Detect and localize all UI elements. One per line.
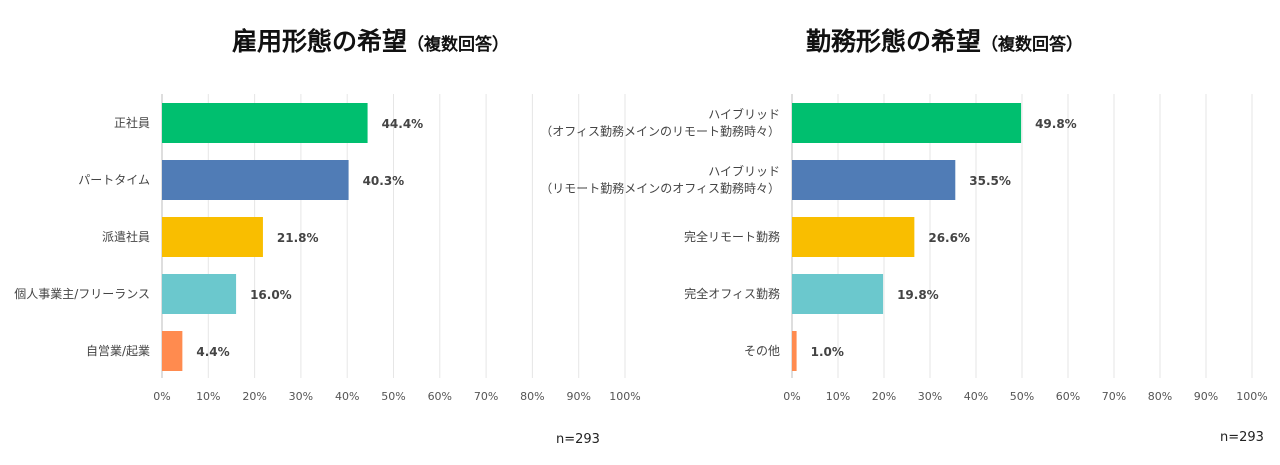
chart1-title: 雇用形態の希望（複数回答） [232,22,509,58]
chart2-bar [792,217,915,257]
chart1-x-tick-label: 50% [381,390,405,403]
chart1-x-tick-label: 60% [428,390,452,403]
chart2-category-label: 完全リモート勤務 [684,229,780,244]
chart2-title: 勤務形態の希望（複数回答） [806,22,1083,58]
chart1-sample-size: n=293 [556,432,600,447]
chart1-category-label: 自営業/起業 [86,344,150,358]
chart1-value-label: 40.3% [363,174,405,188]
chart1-category-label: パートタイム [78,173,150,187]
chart2-bar [792,274,884,314]
chart2-x-tick-label: 70% [1102,390,1126,403]
chart2-value-label: 35.5% [969,174,1011,188]
chart2-category-label: ハイブリッド [708,107,780,122]
chart2-x-tick-label: 20% [872,390,896,403]
chart1-category-label: 派遣社員 [102,229,150,244]
chart1-title-main: 雇用形態の希望 [232,27,408,56]
chart2-value-label: 26.6% [928,231,970,245]
chart1-value-label: 4.4% [196,345,229,359]
chart1-x-tick-label: 80% [520,390,544,403]
chart1-bar [162,331,183,371]
chart2-x-tick-label: 30% [918,390,942,403]
chart1-bar [162,274,237,314]
chart1-bar [162,217,263,257]
chart2-value-label: 19.8% [897,288,939,302]
chart1-x-tick-label: 30% [289,390,313,403]
chart2-bar [792,160,956,200]
chart1-category-label: 個人事業主/フリーランス [14,287,150,301]
chart2-bar [792,331,797,371]
chart2-category-label: その他 [744,344,780,358]
chart2-category-label: （リモート勤務メインのオフィス勤務時々） [540,182,780,196]
chart1-x-tick-label: 100% [609,390,640,403]
chart2-x-tick-label: 50% [1010,390,1034,403]
chart1-x-tick-label: 10% [196,390,220,403]
chart1-x-tick-label: 40% [335,390,359,403]
chart2-sample-size: n=293 [1220,430,1264,445]
chart2-x-tick-label: 60% [1056,390,1080,403]
chart2-x-tick-label: 10% [826,390,850,403]
chart1-value-label: 44.4% [382,117,424,131]
chart2-x-tick-label: 40% [964,390,988,403]
chart1-category-label: 正社員 [114,115,150,130]
chart2-x-tick-label: 90% [1194,390,1218,403]
chart2-category-label: ハイブリッド [708,164,780,179]
chart2-x-tick-label: 80% [1148,390,1172,403]
chart2-category-label: 完全オフィス勤務 [684,286,780,301]
chart1-value-label: 21.8% [277,231,319,245]
chart2-value-label: 1.0% [811,345,844,359]
chart2-title-sub: （複数回答） [981,35,1084,55]
chart1-x-tick-label: 20% [242,390,266,403]
chart1-x-tick-label: 70% [474,390,498,403]
chart2-bar [792,103,1022,143]
chart1-title-sub: （複数回答） [407,35,510,55]
chart1-bar [162,160,349,200]
chart1-x-tick-label: 0% [153,390,170,403]
chart1-bar [162,103,368,143]
chart2-value-label: 49.8% [1035,117,1077,131]
chart2-x-tick-label: 0% [783,390,800,403]
chart1-value-label: 16.0% [250,288,292,302]
chart1-x-tick-label: 90% [566,390,590,403]
chart2-category-label: （オフィス勤務メインのリモート勤務時々） [540,125,780,139]
chart2-title-main: 勤務形態の希望 [806,27,982,56]
chart2-x-tick-label: 100% [1236,390,1267,403]
